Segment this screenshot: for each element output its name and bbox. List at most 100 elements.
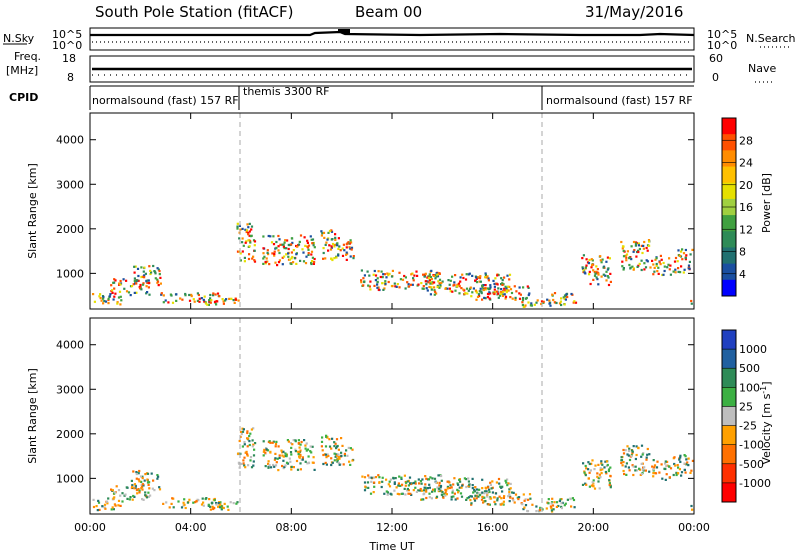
- echo-point: [184, 294, 187, 297]
- echo-point: [497, 287, 500, 290]
- echo-point: [598, 473, 601, 476]
- colorbar-swatch: [722, 263, 736, 281]
- echo-point: [669, 273, 672, 276]
- y-tick-label: 1000: [56, 472, 84, 485]
- echo-point: [487, 503, 490, 506]
- echo-point: [377, 270, 380, 273]
- echo-point: [264, 451, 267, 454]
- echo-point: [345, 258, 348, 261]
- echo-point: [141, 485, 144, 489]
- echo-point: [141, 475, 144, 478]
- echo-point: [689, 253, 692, 256]
- echo-point: [669, 467, 673, 470]
- echo-point: [157, 475, 160, 478]
- echo-point: [465, 273, 468, 276]
- echo-point: [181, 298, 184, 301]
- echo-point: [373, 481, 376, 484]
- echo-point: [209, 508, 212, 511]
- echo-point: [642, 452, 645, 455]
- echo-point: [596, 472, 599, 475]
- echo-point: [337, 237, 340, 240]
- echo-point: [605, 279, 608, 282]
- echo-point: [275, 240, 278, 244]
- echo-point: [345, 449, 348, 452]
- echo-point: [634, 244, 637, 247]
- echo-point: [264, 262, 267, 265]
- echo-point: [246, 445, 249, 448]
- echo-point: [237, 452, 240, 455]
- echo-point: [431, 477, 434, 480]
- echo-point: [264, 465, 267, 468]
- echo-point: [107, 497, 110, 500]
- echo-point: [414, 480, 417, 483]
- echo-point: [110, 488, 113, 491]
- echo-point: [514, 298, 517, 301]
- echo-point: [503, 495, 506, 498]
- echo-point: [451, 491, 454, 494]
- echo-point: [634, 242, 638, 245]
- echo-point: [438, 272, 441, 275]
- echo-point: [426, 276, 429, 279]
- echo-point: [295, 262, 298, 265]
- echo-point: [454, 274, 457, 277]
- echo-point: [666, 460, 669, 463]
- echo-point: [420, 482, 423, 485]
- echo-point: [478, 494, 482, 497]
- echo-point: [112, 298, 115, 301]
- echo-point: [673, 456, 676, 459]
- echo-point: [99, 297, 102, 300]
- echo-point: [513, 501, 516, 504]
- echo-point: [338, 463, 341, 466]
- echo-point: [481, 491, 484, 494]
- echo-point: [396, 283, 399, 286]
- echo-point: [113, 295, 116, 298]
- echo-point: [661, 477, 664, 480]
- echo-point: [456, 285, 459, 288]
- echo-point: [388, 272, 391, 275]
- echo-point: [141, 483, 145, 486]
- echo-point: [253, 240, 257, 243]
- x-tick-label: 16:00: [477, 521, 509, 534]
- echo-point: [486, 275, 489, 278]
- echo-point: [299, 462, 302, 465]
- echo-point: [680, 474, 683, 477]
- echo-point: [674, 464, 677, 467]
- echo-point: [246, 437, 249, 440]
- echo-point: [322, 257, 325, 260]
- echo-point: [441, 491, 444, 494]
- echo-point: [327, 454, 330, 458]
- echo-point: [664, 462, 667, 465]
- echo-point: [352, 257, 355, 260]
- echo-point: [483, 492, 486, 495]
- echo-point: [148, 487, 151, 490]
- echo-point: [691, 508, 694, 511]
- echo-point: [291, 241, 294, 244]
- echo-point: [304, 460, 307, 463]
- echo-point: [132, 470, 135, 473]
- colorbar-swatch: [722, 368, 736, 388]
- echo-point: [630, 258, 633, 261]
- echo-point: [324, 257, 327, 260]
- echo-point: [582, 269, 585, 272]
- echo-point: [307, 248, 310, 251]
- echo-point: [508, 500, 511, 503]
- echo-point: [269, 451, 272, 454]
- echo-point: [98, 508, 101, 511]
- echo-point: [210, 299, 213, 302]
- echo-point: [113, 278, 116, 281]
- echo-point: [374, 476, 378, 479]
- echo-point: [276, 457, 279, 460]
- echo-point: [447, 279, 450, 282]
- echo-point: [677, 249, 680, 252]
- echo-point: [390, 275, 394, 278]
- echo-point: [499, 503, 503, 506]
- echo-point: [680, 250, 683, 253]
- echo-point: [684, 256, 687, 260]
- echo-point: [266, 251, 269, 254]
- echo-point: [412, 277, 415, 280]
- echo-point: [345, 251, 348, 254]
- echo-point: [646, 447, 649, 451]
- echo-point: [403, 487, 406, 490]
- echo-point: [303, 439, 306, 442]
- echo-point: [678, 468, 681, 471]
